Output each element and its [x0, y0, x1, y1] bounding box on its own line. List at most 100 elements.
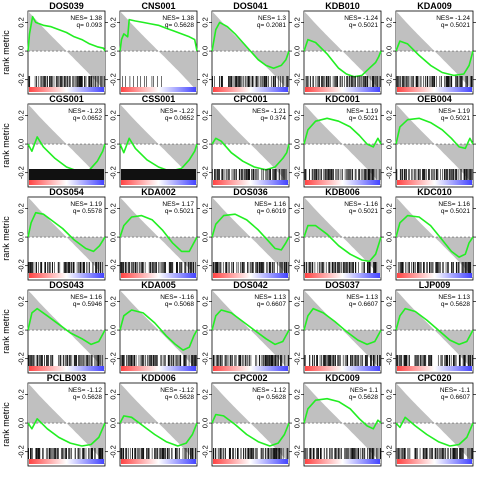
y-tick-label: -0.2	[293, 259, 302, 272]
y-tick-label: -0.2	[201, 259, 210, 272]
nes-text: NES= 1.16	[438, 201, 470, 208]
running-score-line	[211, 413, 290, 447]
y-tick-label: 0.2	[385, 17, 394, 27]
gene-hit-barcode	[28, 76, 105, 87]
y-tick-label: -0.2	[109, 166, 118, 179]
q-value-text: q= 0.5021	[349, 22, 378, 29]
nes-text: NES= 1.38	[70, 15, 102, 22]
rank-metric-area	[120, 11, 197, 92]
y-tick-label: 0.2	[109, 110, 118, 120]
panel-dos039: DOS039 NES= 1.38q= 0.093 0.2 0.0 -0.2	[17, 1, 108, 95]
y-tick-label: 0.2	[17, 203, 26, 213]
running-score-line	[119, 214, 198, 253]
panel-title: CPC002	[233, 373, 267, 383]
gene-hit-barcode	[212, 169, 287, 180]
y-tick-label: 0.2	[201, 110, 210, 120]
running-score-line	[27, 307, 106, 346]
rank-metric-area	[120, 197, 197, 278]
q-value-text: q= 0.5628	[165, 394, 194, 401]
gene-hit-barcode	[120, 355, 197, 366]
y-tick-label: -0.2	[201, 352, 210, 365]
y-tick-label: -0.2	[109, 73, 118, 86]
gene-hit-barcode	[213, 448, 289, 459]
panel-kdd006: KDD006 NES= -1.12q= 0.5628 0.2 0.0 -0.2	[109, 373, 200, 467]
panel-dos043: DOS043 NES= 1.16q= 0.5946 0.2 0.0 -0.2	[17, 280, 108, 374]
y-tick-label: 0.2	[17, 17, 26, 27]
nes-text: NES= 1.13	[438, 294, 470, 301]
running-score-line	[27, 136, 106, 173]
panel-cpc020: CPC020 NES= -1.1q= 0.6607 0.2 0.0 -0.2	[385, 373, 476, 467]
rank-heat-strip	[305, 459, 380, 464]
gene-hit-barcode	[395, 448, 474, 459]
nes-text: NES= -1.21	[252, 108, 286, 115]
gene-hit-barcode	[212, 76, 290, 87]
panel-title: DOS054	[49, 187, 84, 197]
gene-hit-barcode	[27, 355, 103, 366]
running-score-line	[395, 117, 474, 150]
y-tick-label: 0.2	[293, 389, 302, 399]
y-tick-label: -0.2	[201, 73, 210, 86]
gene-hit-barcode	[397, 262, 471, 273]
gene-hit-barcode	[27, 448, 104, 459]
rank-heat-strip	[121, 366, 196, 371]
gene-hit-barcode	[396, 169, 473, 180]
y-tick-label: 0.0	[109, 232, 118, 242]
running-score-line	[303, 117, 382, 148]
y-tick-label: -0.2	[17, 445, 26, 458]
y-tick-label: 0.2	[385, 296, 394, 306]
y-tick-label: 0.0	[293, 325, 302, 335]
rank-heat-strip	[397, 366, 472, 371]
nes-text: NES= 1.17	[162, 201, 194, 208]
q-value-text: q= 0.2081	[257, 22, 286, 29]
q-value-text: q= 0.5021	[441, 208, 470, 215]
rank-heat-strip	[121, 87, 196, 92]
rank-heat-strip	[305, 180, 380, 185]
y-tick-label: -0.2	[385, 352, 394, 365]
gene-hit-barcode	[303, 262, 378, 273]
q-value-text: q= 0.5021	[441, 22, 470, 29]
y-tick-label: 0.0	[17, 46, 26, 56]
running-score-line	[119, 415, 198, 447]
rank-metric-area	[28, 11, 105, 92]
rank-heat-strip	[213, 273, 288, 278]
gene-hit-barcode	[303, 355, 381, 366]
panel-title: DOS037	[325, 280, 360, 290]
y-tick-label: -0.2	[17, 352, 26, 365]
panel-cns001: CNS001 NES= 1.38q= 0.5628 0.2 0.0 -0.2	[109, 1, 200, 95]
q-value-text: q= 0.6607	[257, 301, 286, 308]
gene-hit-barcode	[121, 169, 196, 180]
panel-title: DOS042	[233, 280, 268, 290]
rank-heat-strip	[121, 459, 196, 464]
y-tick-label: 0.0	[385, 46, 394, 56]
gene-hit-barcode	[29, 169, 104, 180]
y-tick-label: 0.0	[385, 232, 394, 242]
panel-title: CSS001	[142, 94, 176, 104]
nes-text: NES= 1.3	[258, 15, 286, 22]
panel-dos041: DOS041 NES= 1.3q= 0.2081 0.2 0.0 -0.2	[201, 1, 292, 95]
rank-heat-strip	[29, 459, 104, 464]
gene-hit-block	[121, 169, 196, 180]
rank-heat-strip	[121, 180, 196, 185]
rank-heat-strip	[397, 459, 472, 464]
panel-oeb004: OEB004 NES= 1.19q= 0.5021 0.2 0.0 -0.2	[385, 94, 476, 188]
y-tick-label: -0.2	[385, 166, 394, 179]
rank-metric-area	[304, 11, 381, 92]
running-score-line	[395, 416, 474, 447]
y-tick-label: -0.2	[385, 259, 394, 272]
y-tick-label: -0.2	[293, 166, 302, 179]
rank-metric-area	[212, 290, 289, 371]
y-tick-label: 0.0	[201, 139, 210, 149]
y-tick-label: 0.2	[201, 203, 210, 213]
y-tick-label: 0.0	[385, 418, 394, 428]
running-score-line	[27, 15, 106, 52]
panel-cgs001: CGS001 NES= -1.23q= 0.0652 0.2 0.0 -0.2	[17, 94, 108, 188]
y-tick-label: 0.0	[109, 46, 118, 56]
y-tick-label: 0.2	[109, 17, 118, 27]
panel-title: OEB004	[417, 94, 452, 104]
y-tick-label: 0.2	[201, 389, 210, 399]
y-tick-label: 0.2	[293, 17, 302, 27]
y-tick-label: -0.2	[385, 73, 394, 86]
running-score-line	[211, 309, 290, 346]
y-tick-label: 0.2	[293, 296, 302, 306]
